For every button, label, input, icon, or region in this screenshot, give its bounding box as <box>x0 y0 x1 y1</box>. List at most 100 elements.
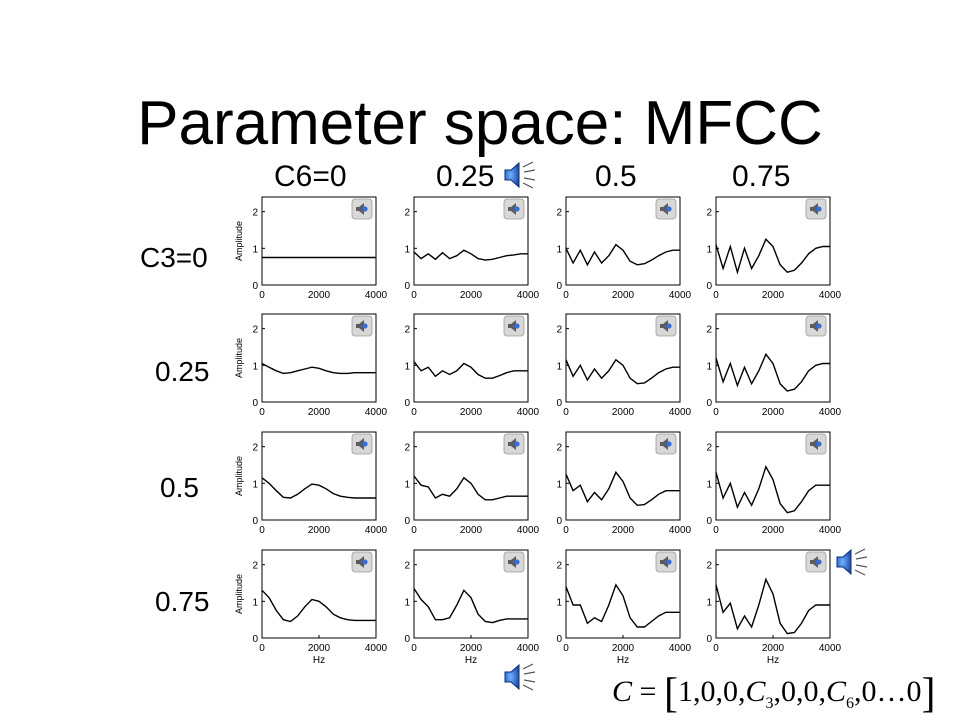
mfcc-plot-panel: 0 1 2 0 2000 4000 Amplitude Hz <box>234 549 388 666</box>
x-tick-label: 4000 <box>669 407 692 418</box>
y-tick-label: 2 <box>556 208 562 219</box>
column-label-c6-025: 0.25 <box>436 160 495 193</box>
y-tick-label: 0 <box>404 516 410 527</box>
spectrum-line <box>413 588 528 624</box>
speaker-icon[interactable] <box>351 433 373 455</box>
speaker-icon[interactable] <box>805 551 827 573</box>
x-tick-label: 4000 <box>365 643 388 654</box>
speaker-icon[interactable] <box>655 551 677 573</box>
y-tick-label: 0 <box>706 516 712 527</box>
x-tick-label: 0 <box>411 290 417 301</box>
plot-frame <box>413 431 529 521</box>
y-tick-label: 2 <box>706 208 712 219</box>
speaker-icon[interactable] <box>655 433 677 455</box>
y-tick-label: 0 <box>556 398 562 409</box>
spectrum-line <box>715 237 830 275</box>
x-tick-label: 0 <box>259 290 265 301</box>
speaker-icon[interactable] <box>503 198 525 220</box>
speaker-icon[interactable] <box>502 158 538 192</box>
x-tick-label: 4000 <box>517 407 540 418</box>
formula-part-1: 1,0,0, <box>677 675 746 708</box>
mfcc-plot-panel: 0 1 2 0 2000 4000 Amplitude <box>234 431 388 536</box>
formula-c3: C <box>745 675 766 708</box>
x-tick-label: 4000 <box>517 643 540 654</box>
column-label-c6-075: 0.75 <box>732 160 791 193</box>
y-tick-label: 0 <box>706 398 712 409</box>
speaker-icon[interactable] <box>351 315 373 337</box>
y-tick-label: 1 <box>706 479 712 490</box>
speaker-icon[interactable] <box>834 545 870 579</box>
speaker-icon[interactable] <box>805 315 827 337</box>
x-tick-label: 0 <box>411 407 417 418</box>
speaker-icon[interactable] <box>655 198 677 220</box>
spectrum-line <box>261 362 376 375</box>
y-tick-label: 2 <box>706 561 712 572</box>
x-axis-label: Hz <box>465 655 477 666</box>
x-tick-label: 4000 <box>517 290 540 301</box>
column-label-c6-05: 0.5 <box>595 160 637 193</box>
y-tick-label: 0 <box>706 281 712 292</box>
x-tick-label: 2000 <box>308 643 331 654</box>
speaker-icon[interactable] <box>351 198 373 220</box>
y-tick-label: 2 <box>252 443 258 454</box>
speaker-icon[interactable] <box>502 660 538 694</box>
y-tick-label: 2 <box>252 561 258 572</box>
x-tick-label: 2000 <box>612 643 635 654</box>
y-tick-label: 1 <box>706 597 712 608</box>
y-tick-label: 0 <box>556 634 562 645</box>
formula-equals: = <box>639 675 657 708</box>
x-tick-label: 2000 <box>762 290 785 301</box>
speaker-icon[interactable] <box>503 315 525 337</box>
x-tick-label: 0 <box>259 407 265 418</box>
speaker-icon[interactable] <box>805 198 827 220</box>
y-axis-label: Amplitude <box>234 338 244 378</box>
x-tick-label: 4000 <box>365 407 388 418</box>
y-axis-label: Amplitude <box>234 456 244 496</box>
y-tick-label: 2 <box>404 325 410 336</box>
x-tick-label: 0 <box>713 643 719 654</box>
speaker-icon[interactable] <box>655 315 677 337</box>
mfcc-plot-panel: 0 1 2 0 2000 4000 <box>556 313 692 418</box>
x-tick-label: 0 <box>563 643 569 654</box>
spectrum-line <box>261 477 376 499</box>
spectrum-line <box>261 589 376 623</box>
y-tick-label: 0 <box>404 281 410 292</box>
y-tick-label: 1 <box>404 244 410 255</box>
y-tick-label: 0 <box>252 516 258 527</box>
formula-part-2: ,0,0, <box>773 675 826 708</box>
spectrum-line <box>715 577 830 635</box>
column-label-c6-0: C6=0 <box>274 160 347 193</box>
speaker-icon[interactable] <box>503 433 525 455</box>
x-axis-label: Hz <box>313 655 325 666</box>
mfcc-plot-panel: 0 1 2 0 2000 4000 Hz <box>556 549 692 666</box>
mfcc-plot-panel: 0 1 2 0 2000 4000 <box>556 196 692 301</box>
x-tick-label: 0 <box>713 290 719 301</box>
formula-c6: C <box>825 675 846 708</box>
x-tick-label: 2000 <box>308 525 331 536</box>
y-tick-label: 2 <box>706 325 712 336</box>
x-tick-label: 2000 <box>762 407 785 418</box>
spectrum-line <box>413 249 528 261</box>
mfcc-plot-panel: 0 1 2 0 2000 4000 <box>706 431 842 536</box>
y-tick-label: 0 <box>252 634 258 645</box>
x-tick-label: 2000 <box>612 290 635 301</box>
x-tick-label: 2000 <box>308 407 331 418</box>
x-tick-label: 0 <box>713 407 719 418</box>
speaker-icon[interactable] <box>351 551 373 573</box>
x-tick-label: 2000 <box>460 407 483 418</box>
x-tick-label: 4000 <box>669 525 692 536</box>
spectrum-line <box>413 361 528 379</box>
mfcc-plot-panel: 0 1 2 0 2000 4000 <box>404 196 540 301</box>
y-tick-label: 0 <box>556 281 562 292</box>
spectrum-line <box>565 243 680 267</box>
y-tick-label: 0 <box>706 634 712 645</box>
speaker-icon[interactable] <box>805 433 827 455</box>
y-tick-label: 1 <box>252 597 258 608</box>
formula-part-3: ,0…0 <box>853 675 922 708</box>
x-tick-label: 4000 <box>669 290 692 301</box>
y-tick-label: 2 <box>252 208 258 219</box>
speaker-icon[interactable] <box>503 551 525 573</box>
y-axis-label: Amplitude <box>234 574 244 614</box>
mfcc-plot-panel: 0 1 2 0 2000 4000 Amplitude <box>234 196 388 301</box>
x-axis-label: Hz <box>767 655 779 666</box>
